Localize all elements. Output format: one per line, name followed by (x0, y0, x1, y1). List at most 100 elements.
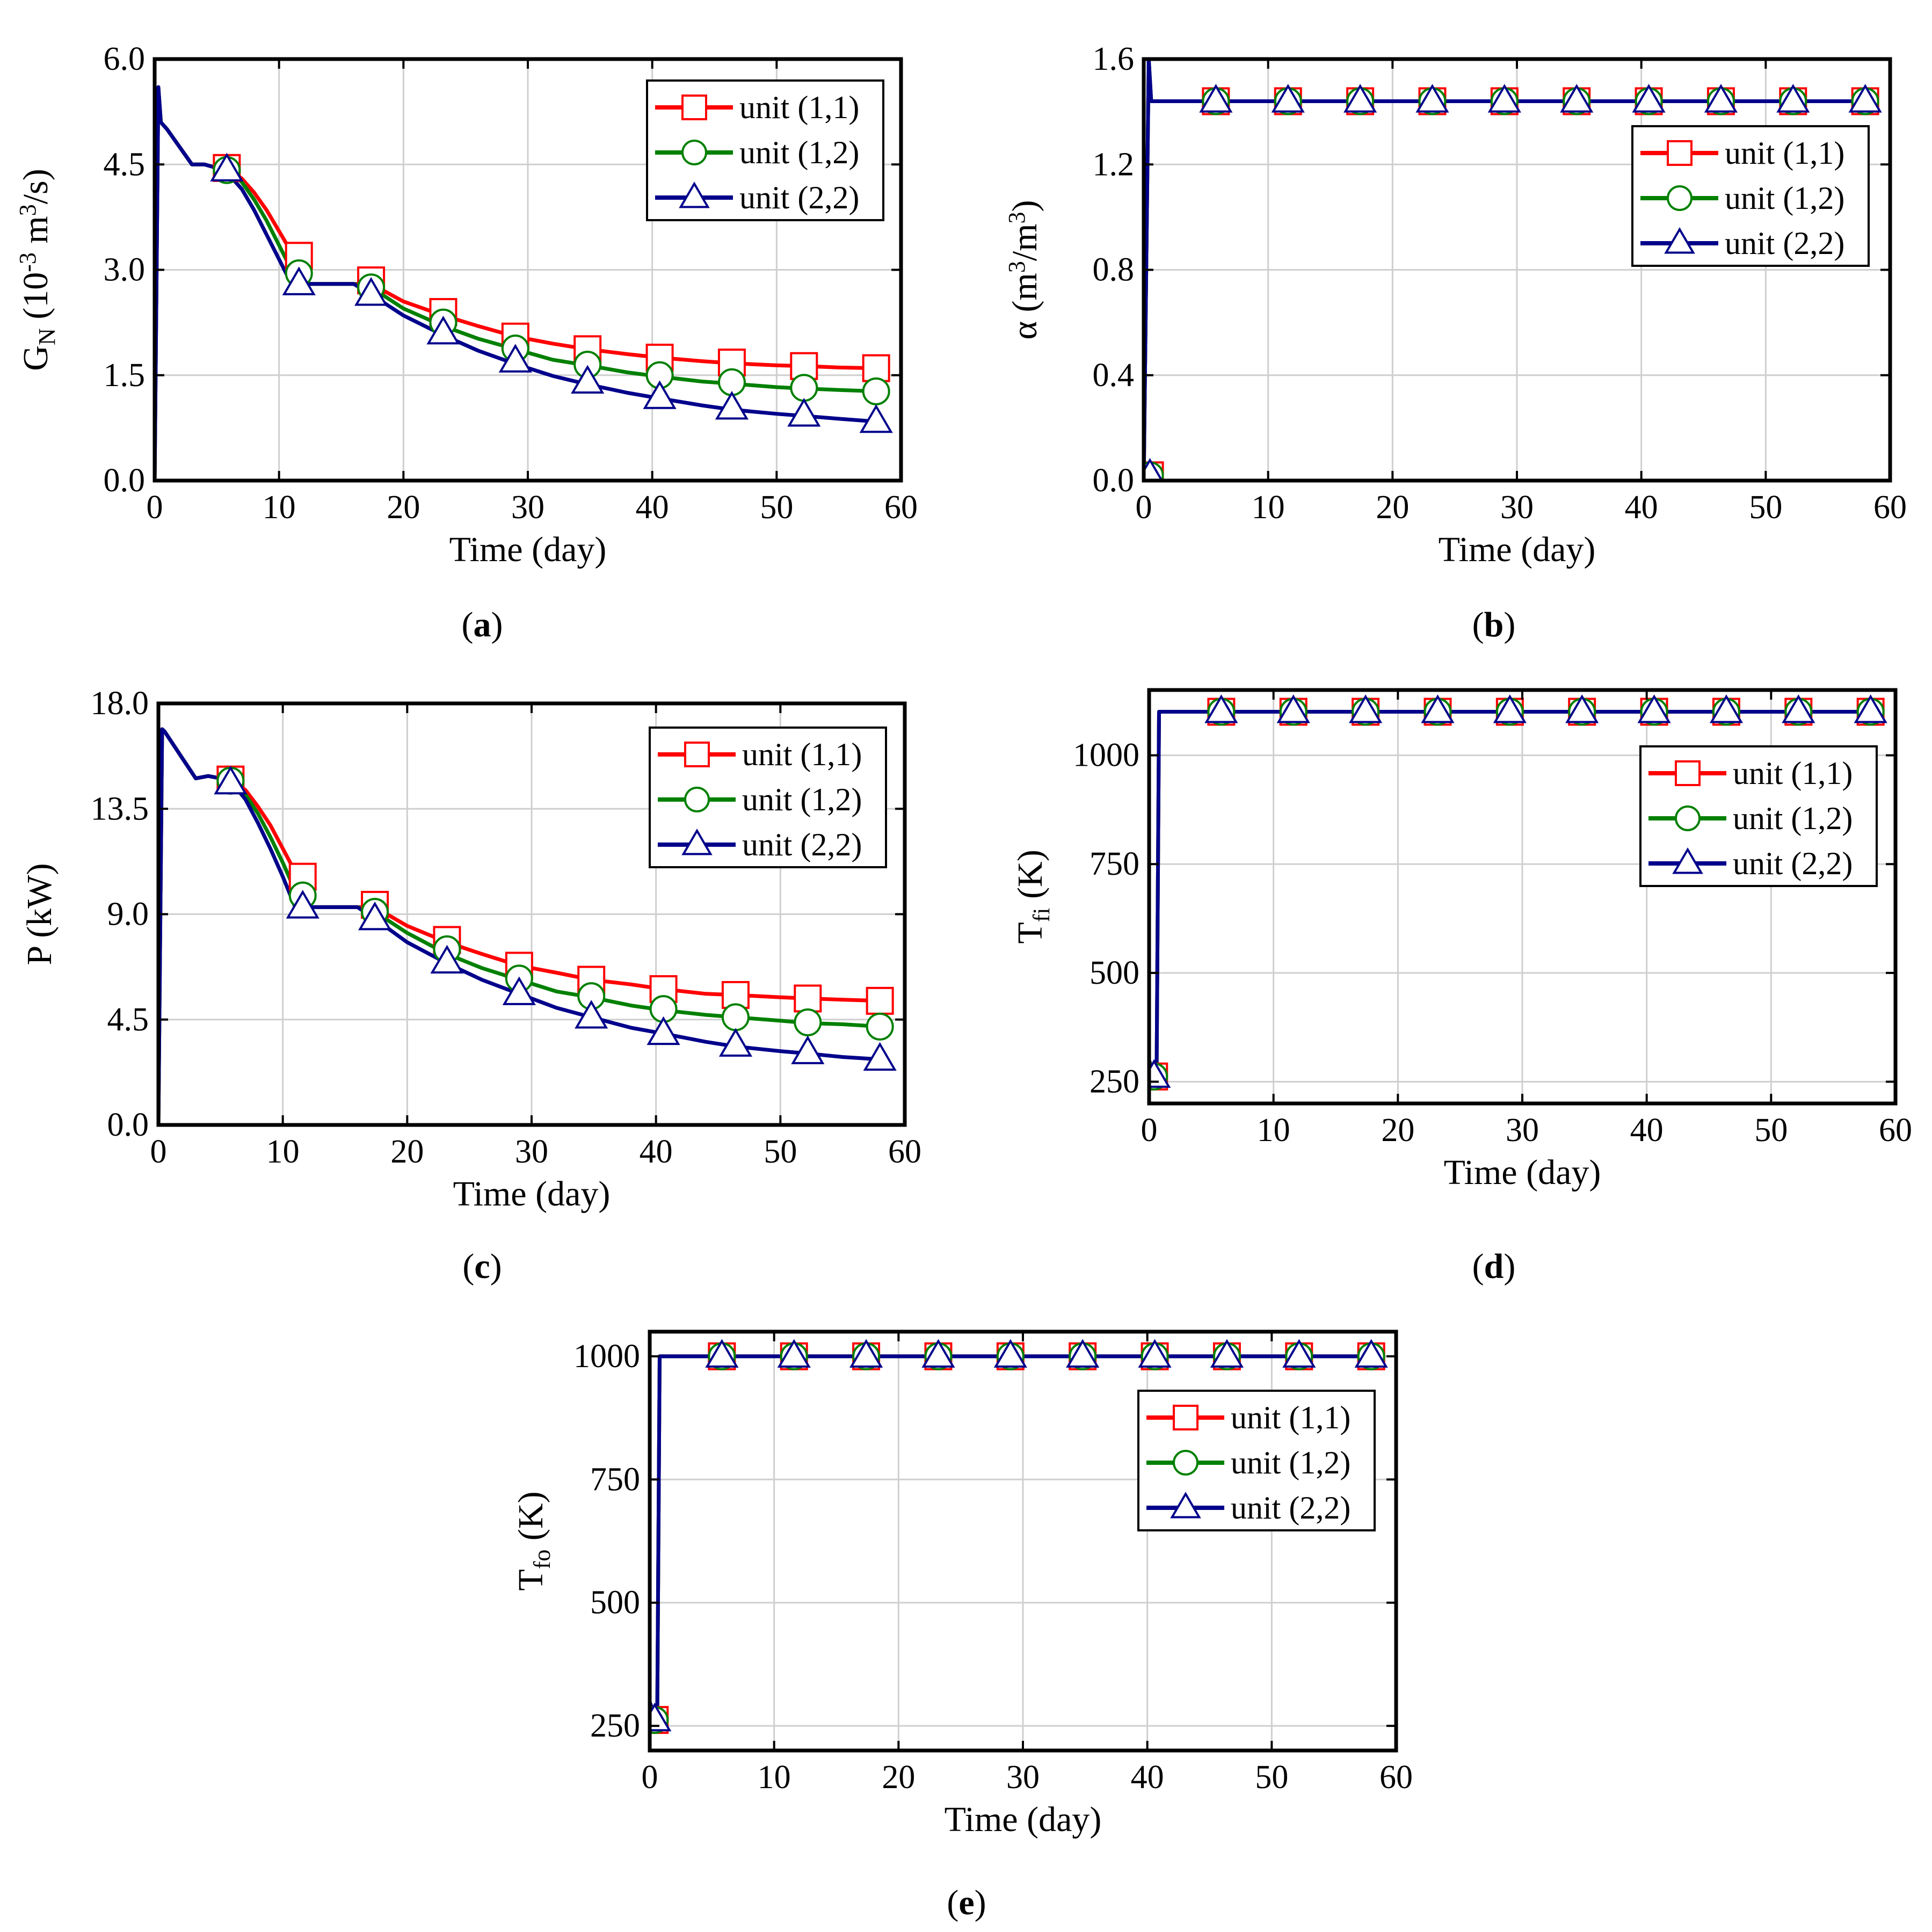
y-tick-label: 4.5 (104, 146, 146, 183)
data-point-triangle (358, 901, 392, 931)
data-point-triangle (863, 1042, 897, 1071)
legend-marker-triangle (1664, 227, 1695, 254)
caption-paren: ) (1504, 605, 1515, 644)
data-point-triangle (498, 344, 532, 373)
x-tick-label: 30 (1500, 489, 1534, 526)
caption-paren: ) (975, 1883, 986, 1922)
y-tick-label: 18.0 (91, 685, 149, 722)
legend-label: unit (1,1) (1725, 135, 1844, 171)
legend-marker-square (1173, 1405, 1199, 1430)
x-tick-label: 60 (1879, 1112, 1912, 1149)
panel-caption: (e) (947, 1883, 986, 1922)
x-tick-label: 0 (1141, 1112, 1158, 1149)
y-tick-label: 250 (590, 1708, 640, 1744)
legend-label: unit (1,2) (1733, 801, 1853, 836)
legend-label: unit (1,2) (739, 135, 859, 170)
plot-area (650, 1339, 1388, 1734)
data-point-triangle (426, 316, 460, 345)
y-tick-label: 9.0 (107, 896, 149, 933)
data-point-triangle (1271, 84, 1305, 113)
legend: unit (1,1) unit (1,2) unit (2,2) (1631, 125, 1870, 267)
legend-marker-square (684, 742, 710, 767)
legend-label: unit (2,2) (1733, 846, 1853, 881)
legend-marker-circle (1675, 805, 1701, 831)
y-axis-title-part: -3 (14, 252, 41, 272)
data-point-triangle (1199, 84, 1233, 113)
y-axis-title-part: 3 (14, 204, 41, 216)
data-point-triangle (1782, 694, 1815, 723)
data-point-triangle (354, 277, 388, 306)
data-point-triangle (1144, 457, 1164, 481)
y-axis-title: Tfi (K) (1011, 849, 1055, 943)
data-point-triangle (1637, 694, 1671, 723)
x-tick-label: 40 (1630, 1112, 1664, 1149)
data-point-triangle (282, 266, 316, 295)
x-axis-title: Time (day) (1439, 530, 1596, 569)
series-line-3 (158, 727, 880, 1125)
data-point-circle (866, 1012, 894, 1041)
y-axis-title-part: 3 (1004, 261, 1030, 273)
y-tick-label: 1000 (573, 1338, 640, 1375)
data-point-triangle (1343, 84, 1377, 113)
legend-label: unit (2,2) (742, 827, 862, 862)
data-point-triangle (430, 945, 464, 974)
y-axis-title-part: T (511, 1569, 550, 1590)
x-axis-title: Time (day) (449, 530, 607, 569)
data-point-triangle (1421, 694, 1455, 723)
legend-marker-triangle (1170, 1492, 1201, 1519)
y-axis-title: Tfo (K) (511, 1491, 555, 1590)
data-point-triangle (286, 890, 319, 919)
caption-letter: c (474, 1247, 490, 1286)
y-axis-title-part: ) (1005, 200, 1044, 212)
data-point-square (649, 975, 678, 1004)
data-point-triangle (1848, 84, 1882, 113)
panel-caption: (d) (1472, 1247, 1516, 1286)
data-point-triangle (993, 1339, 1027, 1368)
legend-label: unit (1,1) (742, 737, 862, 772)
x-tick-label: 50 (764, 1134, 797, 1170)
data-point-circle (790, 374, 818, 402)
y-tick-label: 1.5 (104, 357, 146, 394)
x-axis-title: Time (day) (1444, 1153, 1601, 1192)
data-point-triangle (1704, 84, 1738, 113)
y-axis-title: P (kW) (20, 863, 59, 965)
legend-marker-triangle (1672, 847, 1703, 874)
x-tick-label: 30 (515, 1134, 548, 1170)
x-tick-label: 50 (1749, 489, 1782, 526)
legend-label: unit (2,2) (739, 180, 859, 215)
x-tick-label: 0 (642, 1759, 658, 1796)
x-tick-label: 20 (882, 1759, 915, 1796)
data-point-triangle (210, 152, 244, 181)
data-point-triangle (1776, 84, 1810, 113)
data-point-triangle (1354, 1339, 1388, 1368)
x-tick-label: 0 (1136, 489, 1152, 526)
chart-panel-a: 0 10 20 30 40 50 60 0.0 1.5 3.0 4.5 6.0 Time (day) GN… (14, 41, 918, 644)
y-axis-title-part: P (kW) (20, 863, 59, 965)
legend-marker-circle (1667, 185, 1693, 211)
y-tick-label: 250 (1090, 1063, 1139, 1100)
data-point-triangle (1349, 694, 1383, 723)
y-tick-label: 4.5 (107, 1001, 149, 1038)
caption-letter: d (1484, 1247, 1504, 1286)
y-axis-title-part: (10 (16, 272, 55, 328)
data-point-triangle (1138, 1339, 1172, 1368)
y-tick-label: 1.6 (1093, 41, 1135, 77)
data-point-triangle (1854, 694, 1887, 723)
panel-caption: (a) (462, 605, 503, 644)
legend: unit (1,1) unit (1,2) unit (2,2) (1137, 1390, 1376, 1531)
data-point-triangle (575, 1000, 608, 1029)
plot-area (1149, 694, 1887, 1091)
data-point-triangle (1210, 1339, 1244, 1368)
data-point-triangle (1149, 1059, 1171, 1088)
caption-paren: ( (1472, 1247, 1484, 1286)
data-point-triangle (214, 766, 248, 795)
legend-label: unit (1,1) (739, 90, 859, 125)
data-point-triangle (859, 404, 893, 433)
legend-marker-square (1667, 140, 1693, 166)
legend-label: unit (2,2) (1725, 226, 1844, 261)
data-point-triangle (787, 398, 821, 427)
x-tick-label: 60 (884, 489, 918, 526)
data-point-square (866, 986, 894, 1015)
data-point-triangle (1487, 84, 1521, 113)
x-tick-label: 30 (1506, 1112, 1539, 1149)
